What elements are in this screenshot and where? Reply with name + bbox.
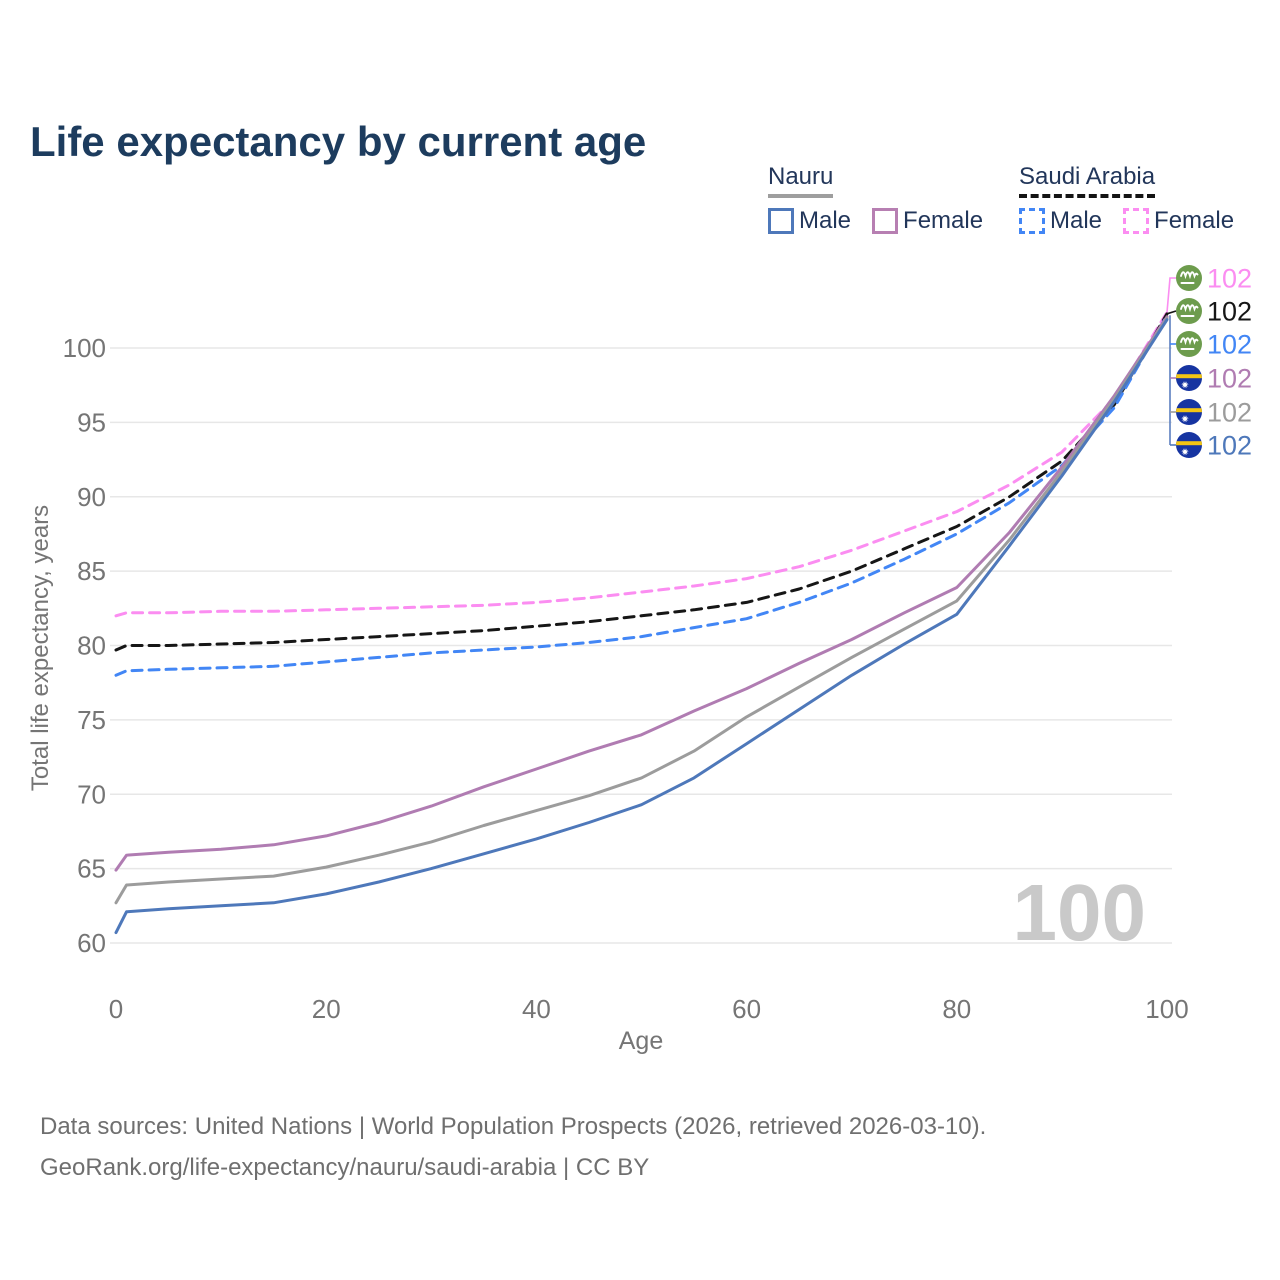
y-tick-70: 70 bbox=[77, 779, 106, 809]
saudi-arabia-flag-icon bbox=[1176, 331, 1202, 357]
legend-item-nauru-male[interactable]: Male bbox=[768, 207, 851, 235]
end-label-group-nauru-female: 102 bbox=[1176, 364, 1252, 394]
end-label-group-nauru-both-sexes: 102 bbox=[1176, 398, 1252, 428]
y-tick-75: 75 bbox=[77, 705, 106, 735]
legend-swatch-nauru-female bbox=[872, 208, 899, 234]
legend-header-nauru: Nauru bbox=[768, 163, 834, 198]
end-label-group-saudi-arabia-female: 102 bbox=[1176, 264, 1252, 294]
nauru-flag-star bbox=[1181, 414, 1189, 423]
series-line-saudi-arabia-male bbox=[114, 313, 1169, 677]
x-tick-60: 60 bbox=[732, 994, 761, 1024]
watermark-100: 100 bbox=[1013, 868, 1146, 957]
nauru-flag-star bbox=[1181, 380, 1189, 389]
legend-label-nauru-male: Male bbox=[799, 207, 852, 234]
nauru-flag-stripe bbox=[1176, 374, 1202, 379]
series-line-nauru-female bbox=[114, 315, 1169, 872]
y-tick-100: 100 bbox=[63, 333, 106, 363]
end-label-group-saudi-arabia-male: 102 bbox=[1176, 330, 1252, 360]
saudi-arabia-flag-icon bbox=[1176, 298, 1202, 324]
leader-line-saudi-female bbox=[1166, 277, 1176, 313]
legend-item-saudi-female[interactable]: Female bbox=[1123, 207, 1234, 235]
footer-data-sources: Data sources: United Nations | World Pop… bbox=[40, 1113, 987, 1140]
end-value-label: 102 bbox=[1207, 264, 1252, 294]
y-axis-title: Total life expectancy, years bbox=[27, 505, 54, 791]
nauru-flag-star bbox=[1181, 447, 1189, 456]
page-title: Life expectancy by current age bbox=[30, 118, 647, 166]
end-value-label: 102 bbox=[1207, 431, 1252, 461]
end-value-label: 102 bbox=[1207, 398, 1252, 428]
y-tick-95: 95 bbox=[77, 407, 106, 437]
y-tick-90: 90 bbox=[77, 482, 106, 512]
y-tick-85: 85 bbox=[77, 556, 106, 586]
nauru-flag-stripe bbox=[1176, 441, 1202, 446]
saudi-flag-script bbox=[1180, 271, 1199, 280]
legend-group-nauru: Nauru Male Female bbox=[768, 163, 983, 235]
chart-footer: Data sources: United Nations | World Pop… bbox=[40, 1106, 986, 1188]
series-line-nauru-both-sexes bbox=[114, 316, 1169, 905]
y-tick-80: 80 bbox=[77, 631, 106, 661]
legend-item-nauru-female[interactable]: Female bbox=[872, 207, 983, 235]
end-value-label: 102 bbox=[1207, 330, 1252, 360]
end-label-group-nauru-male: 102 bbox=[1176, 431, 1252, 461]
x-tick-20: 20 bbox=[312, 994, 341, 1024]
legend-swatch-saudi-male bbox=[1019, 208, 1045, 234]
footer-attribution-link[interactable]: GeoRank.org/life-expectancy/nauru/saudi-… bbox=[40, 1154, 650, 1181]
x-tick-100: 100 bbox=[1145, 994, 1188, 1024]
legend-label-saudi-male: Male bbox=[1050, 207, 1103, 234]
series-line-saudi-arabia-both-sexes bbox=[114, 312, 1169, 652]
legend-group-saudi-arabia: Saudi Arabia Male Female bbox=[1019, 163, 1234, 235]
line-chart: 60 65 70 75 80 85 90 95 100 100 0 20 40 60 80 100 Age Tot… bbox=[27, 264, 1252, 1056]
series-line-saudi-arabia-female bbox=[114, 310, 1169, 618]
end-label-group-saudi-arabia-both-sexes: 102 bbox=[1176, 297, 1252, 327]
x-tick-0: 0 bbox=[109, 994, 123, 1024]
x-tick-80: 80 bbox=[942, 994, 971, 1024]
leader-line-saudi-both bbox=[1166, 310, 1177, 315]
legend-header-saudi-arabia: Saudi Arabia bbox=[1019, 163, 1156, 198]
x-tick-40: 40 bbox=[522, 994, 551, 1024]
legend-label-saudi-female: Female bbox=[1154, 207, 1235, 234]
end-value-label: 102 bbox=[1207, 297, 1252, 327]
nauru-flag-stripe bbox=[1176, 408, 1202, 413]
end-value-label: 102 bbox=[1207, 364, 1252, 394]
legend-swatch-nauru-male bbox=[768, 208, 794, 234]
series-line-nauru-male bbox=[114, 318, 1169, 935]
saudi-arabia-flag-icon bbox=[1176, 265, 1202, 291]
saudi-flag-script bbox=[1180, 337, 1199, 346]
legend-item-saudi-male[interactable]: Male bbox=[1019, 207, 1102, 235]
saudi-flag-script bbox=[1180, 304, 1199, 313]
y-tick-60: 60 bbox=[77, 928, 106, 958]
y-tick-65: 65 bbox=[77, 854, 106, 884]
legend-swatch-saudi-female bbox=[1123, 208, 1150, 234]
x-axis-title: Age bbox=[619, 1027, 663, 1055]
legend-label-nauru-female: Female bbox=[903, 207, 984, 234]
